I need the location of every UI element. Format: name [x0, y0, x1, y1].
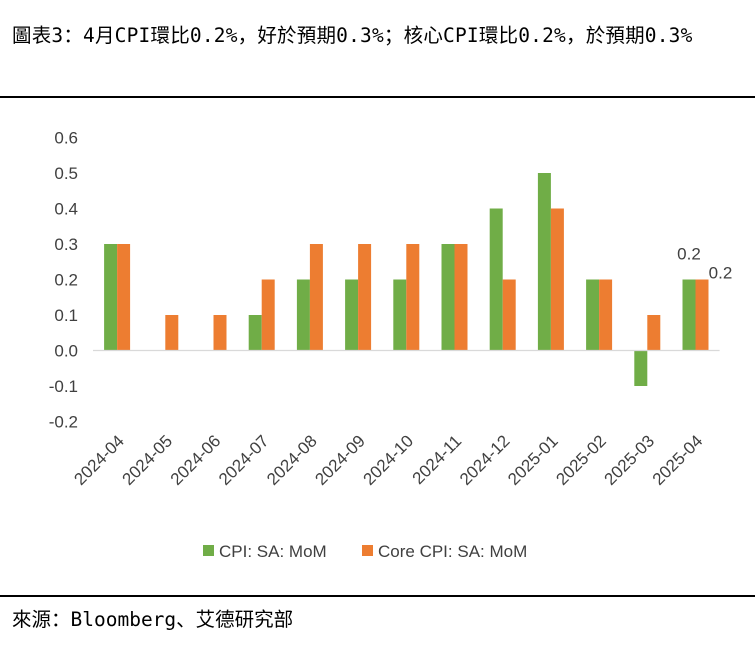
cpi-bar — [345, 279, 359, 351]
x-tick-label: 2024-06 — [167, 431, 225, 489]
y-tick-label: 0.2 — [54, 271, 78, 290]
core-cpi-bar — [406, 244, 420, 351]
y-tick-label: -0.2 — [49, 413, 78, 432]
x-tick-label: 2024-04 — [70, 431, 128, 489]
y-tick-label: 0.1 — [54, 306, 78, 325]
x-tick-label: 2024-08 — [263, 431, 321, 489]
y-tick-label: -0.1 — [49, 377, 78, 396]
cpi-bar — [296, 279, 310, 351]
core-cpi-bar — [213, 315, 227, 351]
legend-swatch-cpi — [203, 545, 214, 556]
cpi-bar — [586, 279, 600, 351]
core-cpi-bar — [117, 244, 131, 351]
x-tick-label: 2025-02 — [552, 431, 610, 489]
x-tick-label: 2024-09 — [311, 431, 369, 489]
cpi-bar — [104, 244, 118, 351]
cpi-bar — [393, 279, 407, 351]
cpi-bar — [248, 315, 262, 351]
x-tick-label: 2024-12 — [456, 431, 514, 489]
core-cpi-bar — [647, 315, 661, 351]
core-cpi-bar — [358, 244, 372, 351]
bottom-rule — [0, 595, 755, 597]
legend-swatch-core-cpi — [362, 545, 373, 556]
y-tick-label: 0.6 — [54, 129, 78, 148]
core-cpi-bar — [695, 279, 709, 351]
y-tick-label: 0.5 — [54, 164, 78, 183]
core-cpi-bar — [502, 279, 516, 351]
x-tick-label: 2024-10 — [360, 431, 418, 489]
y-tick-label: 0.3 — [54, 235, 78, 254]
core-cpi-bar — [550, 208, 564, 351]
cpi-bar — [441, 244, 455, 351]
bars — [104, 173, 709, 386]
cpi-bar — [682, 279, 696, 351]
core-cpi-bar — [165, 315, 179, 351]
top-rule — [0, 96, 755, 98]
data-labels: 0.2 0.2 — [677, 245, 732, 283]
cpi-bar — [489, 208, 503, 351]
x-tick-label: 2025-04 — [649, 431, 707, 489]
cpi-bar — [537, 173, 551, 351]
cpi-data-label: 0.2 — [677, 245, 701, 264]
x-axis-ticks: 2024-042024-052024-062024-072024-082024-… — [70, 431, 706, 489]
legend-label-cpi: CPI: SA: MoM — [219, 542, 327, 561]
y-axis-ticks: 0.6 0.5 0.4 0.3 0.2 0.1 0.0 -0.1 -0.2 — [49, 129, 78, 432]
legend: CPI: SA: MoM Core CPI: SA: MoM — [203, 542, 527, 561]
x-tick-label: 2024-11 — [409, 431, 466, 488]
x-tick-label: 2024-07 — [215, 431, 273, 489]
source-note: 來源：Bloomberg、艾德研究部 — [12, 608, 294, 631]
legend-label-core-cpi: Core CPI: SA: MoM — [378, 542, 527, 561]
core-cpi-bar — [309, 244, 323, 351]
y-tick-label: 0.0 — [54, 342, 78, 361]
cpi-bar — [634, 350, 648, 386]
x-tick-label: 2025-03 — [601, 431, 659, 489]
x-tick-label: 2024-05 — [119, 431, 177, 489]
core-cpi-data-label: 0.2 — [709, 264, 733, 283]
core-cpi-bar — [454, 244, 468, 351]
core-cpi-bar — [599, 279, 613, 351]
core-cpi-bar — [261, 279, 275, 351]
y-tick-label: 0.4 — [54, 200, 78, 219]
x-tick-label: 2025-01 — [504, 431, 562, 489]
figure-title: 圖表3：4月CPI環比0.2%，好於預期0.3%；核心CPI環比0.2%，於預期… — [12, 24, 693, 47]
